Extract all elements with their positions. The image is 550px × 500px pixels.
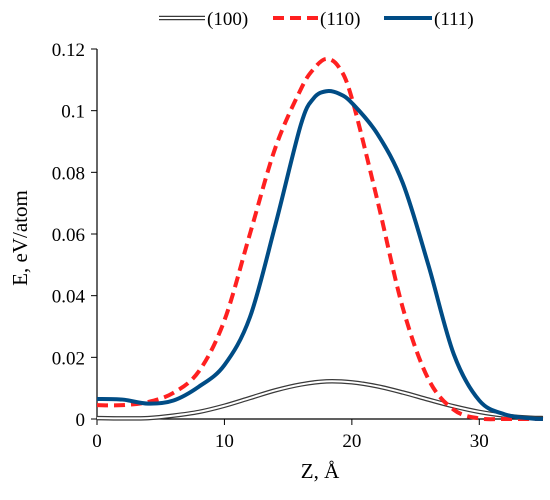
legend-label-111: (111) [434,9,474,30]
series-100 [96,379,544,421]
y-tick-label: 0 [76,410,86,431]
series-111 [96,89,544,421]
x-tick-label: 20 [342,431,361,452]
x-tick-label: 0 [92,431,102,452]
legend-item-100: (100) [159,9,248,30]
y-tick-label: 0.06 [52,225,85,246]
y-axis-ticks: 0 0.02 0.04 0.06 0.08 0.1 0.12 [52,40,97,431]
y-tick-label: 0.04 [52,287,86,308]
axes [96,49,543,420]
x-tick-label: 30 [470,431,489,452]
series-line-100-inner [96,380,544,420]
y-tick-label: 0.08 [52,163,85,184]
series-line-110 [96,56,543,422]
y-axis-title: E, eV/atom [8,190,32,286]
x-tick-label: 10 [215,431,234,452]
x-axis-ticks: 0 10 20 30 [92,419,489,452]
series-line-100 [96,379,544,421]
legend: (100) (110) (111) [159,9,474,30]
series-line-111 [96,89,544,421]
x-axis-title: Z, Å [301,459,340,483]
legend-label-110: (110) [320,9,360,30]
y-tick-label: 0.12 [52,40,85,61]
series-110 [96,56,543,422]
y-tick-label: 0.1 [61,102,85,123]
legend-item-110: (110) [273,9,360,30]
series-lines [96,56,544,422]
y-tick-label: 0.02 [52,348,85,369]
legend-label-100: (100) [207,9,248,30]
legend-item-111: (111) [384,9,474,30]
